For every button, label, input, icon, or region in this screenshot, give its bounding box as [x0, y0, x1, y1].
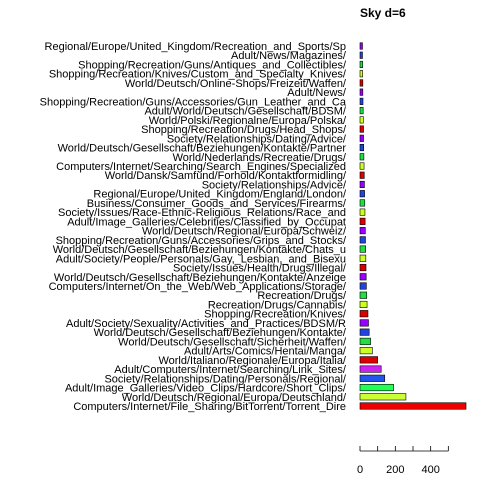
category-label: Society/Issues/Race-Ethnic-Religious_Rel…	[58, 207, 346, 219]
bar	[359, 199, 366, 207]
bar	[359, 300, 368, 309]
category-label: World/Deutsch/Gesellschaft/Beziehungen/K…	[58, 143, 347, 155]
category-label: Shopping/Recreation/Drugs/Head_Shops/	[141, 124, 347, 136]
category-label: Adult/World/Deutsch/Gesellschaft/BDSM/	[144, 106, 346, 118]
bar	[359, 97, 364, 105]
category-label: Computers/Internet/File_Sharing/BitTorre…	[73, 401, 346, 413]
category-label: Adult/Society/Sexuality/Activities_and_P…	[66, 318, 346, 330]
category-label: Recreation/Drugs/	[257, 290, 347, 302]
bar	[359, 337, 371, 345]
bar	[359, 319, 369, 327]
bar	[359, 273, 367, 281]
x-tick-label: 400	[421, 464, 439, 476]
bar	[359, 393, 407, 401]
bar	[359, 347, 373, 355]
bar	[359, 143, 365, 152]
bar	[359, 365, 382, 373]
category-label: Adult/Society/People/Personals/Gay,_Lesb…	[56, 253, 346, 265]
category-label: Adult/Image_Galleries/Video_Clips/Hardco…	[65, 383, 347, 395]
category-label: Computers/Internet/On_the_Web/Web_Applic…	[49, 281, 347, 293]
bar	[359, 328, 370, 336]
bar	[359, 190, 365, 198]
category-label: World/Deutsch/Gesellschaft/Sicherheit/Wa…	[118, 336, 347, 348]
category-label: World/Dansk/Samfund/Forhold/Kontaktformi…	[105, 170, 347, 182]
category-label: World/Nederlands/Recreatie/Drugs/	[173, 152, 347, 164]
category-label: World/Deutsch/Gesellschaft/Beziehungen/K…	[54, 272, 346, 284]
bar	[359, 88, 364, 96]
category-label: Society/Relationships/Advice/	[202, 179, 347, 191]
bar	[359, 79, 364, 87]
category-label: Shopping/Recreation/Knives/Custom_and_Sp…	[49, 69, 347, 81]
category-label: Shopping/Recreation/Knives/	[204, 309, 347, 321]
category-label: Adult/News/	[287, 87, 347, 99]
bar	[359, 227, 366, 235]
category-label: World/Deutsch/Regional/Europa/Schweiz/	[142, 226, 347, 238]
bar	[359, 171, 365, 179]
bar	[359, 402, 467, 410]
bar	[359, 356, 378, 364]
category-label: Regional/Europe/United_Kingdom/England/L…	[93, 189, 347, 201]
category-label: World/Polski/Regionalne/Europa/Polska/	[149, 115, 347, 127]
bar	[359, 51, 363, 59]
x-tick-label: 200	[386, 464, 404, 476]
category-label: Shopping/Recreation/Guns/Antiques_and_Co…	[78, 59, 347, 71]
chart-title: Sky d=6	[360, 6, 406, 20]
bar	[359, 217, 366, 225]
bar	[359, 162, 365, 170]
category-label: Recreation/Drugs/Cannabis/	[208, 299, 347, 311]
bar	[359, 180, 365, 189]
category-label: Adult/Image_Galleries/Celebrities/Classi…	[67, 216, 346, 228]
category-label: Regional/Europe/United_Kingdom/Recreatio…	[45, 41, 346, 53]
category-label: Shopping/Recreation/Guns/Accessories/Gri…	[56, 235, 347, 247]
bar	[359, 254, 367, 262]
category-label: Adult/Computers/Internet/Searching/Link_…	[114, 364, 347, 376]
category-label: Adult/News/Magazines/	[231, 50, 347, 62]
bar	[359, 125, 364, 133]
bar	[359, 383, 394, 392]
bar	[359, 134, 364, 142]
bars-group	[359, 42, 467, 410]
bar	[359, 70, 363, 78]
bar	[359, 208, 366, 216]
category-labels: Regional/Europe/United_Kingdom/Recreatio…	[40, 41, 347, 413]
bar	[359, 263, 367, 272]
category-label: Business/Consumer_Goods_and_Services/Fir…	[87, 198, 347, 210]
category-label: Society/Issues/Health/Drugs/Illegal/	[173, 263, 347, 275]
category-label: World/Deutsch/Online-Shops/Freizeit/Waff…	[125, 78, 347, 90]
category-label: Society/Relationships/Dating/Advice/	[167, 133, 347, 145]
category-label: Shopping/Recreation/Guns/Accessories/Gun…	[40, 96, 347, 108]
bar	[359, 245, 366, 253]
bar	[359, 291, 368, 299]
bar	[359, 116, 364, 124]
x-axis: 0 200 400	[357, 446, 449, 476]
category-label: World/Deutsch/Regional/Europa/Deutschlan…	[122, 392, 347, 404]
category-label: Computers/Internet/Searching/Search_Engi…	[56, 161, 346, 173]
bar	[359, 42, 363, 50]
bar	[359, 282, 367, 290]
category-label: Adult/Arts/Comics/Hentai/Manga/	[184, 346, 347, 358]
x-tick-label: 0	[357, 464, 363, 476]
category-label: World/Deutsch/Gesellschaft/Beziehungen/K…	[94, 327, 347, 339]
bar	[359, 60, 363, 69]
category-label: Society/Relationships/Dating/Personals/R…	[104, 373, 346, 385]
bar	[359, 153, 365, 161]
bar	[359, 107, 364, 115]
bar	[359, 310, 369, 318]
bar	[359, 236, 366, 244]
bar	[359, 374, 386, 382]
category-label: World/Italiano/Regionale/Europa/Italia/	[158, 355, 346, 367]
category-label: World/Deutsch/Gesellschaft/Beziehungen/K…	[53, 244, 346, 256]
